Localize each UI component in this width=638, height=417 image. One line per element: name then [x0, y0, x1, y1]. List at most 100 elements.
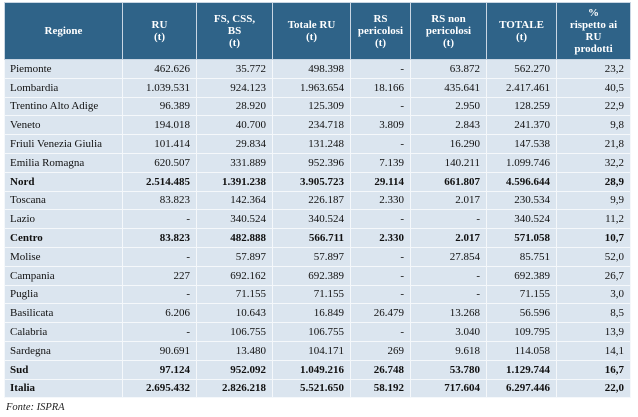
value-cell: 57.897 — [272, 246, 351, 267]
value-cell: 5.521.650 — [272, 378, 351, 399]
value-cell: - — [350, 59, 411, 79]
region-cell: Centro — [4, 228, 123, 248]
column-header: % rispetto ai RU prodotti — [556, 2, 631, 60]
table-row: Calabria -106.755 106.755-3.040 109.795 13,9 — [4, 322, 631, 342]
value-cell: 692.162 — [196, 265, 273, 286]
value-cell: 26.479 — [350, 303, 411, 324]
column-header: Regione — [4, 2, 123, 60]
value-cell: 7.139 — [350, 152, 411, 173]
value-cell: 10,7 — [556, 228, 631, 248]
header-line: (t) — [306, 31, 317, 43]
value-cell: 2.950 — [410, 96, 487, 117]
value-cell: - — [350, 322, 411, 342]
value-cell: 128.259 — [486, 96, 557, 117]
value-cell: 692.389 — [486, 265, 557, 286]
table-row: Lazio -340.524 340.524- -340.524 11,2 — [4, 209, 631, 230]
value-cell: - — [122, 209, 197, 230]
value-cell: 571.058 — [486, 228, 557, 248]
table-row: Sardegna 90.691 13.480 104.171 269 9.618 114.0… — [4, 340, 631, 361]
column-header: Totale RU (t) — [272, 2, 351, 60]
value-cell: 226.187 — [272, 190, 351, 211]
value-cell: 2.843 — [410, 115, 487, 136]
value-cell: 71.155 — [486, 284, 557, 305]
value-cell: 71.155 — [196, 284, 273, 305]
value-cell: 101.414 — [122, 134, 197, 154]
value-cell: 106.755 — [196, 322, 273, 342]
value-cell: - — [410, 284, 487, 305]
region-cell: Sud — [4, 359, 123, 380]
value-cell: 40,5 — [556, 77, 631, 98]
value-cell: 9,8 — [556, 115, 631, 136]
value-cell: - — [122, 284, 197, 305]
value-cell: 717.604 — [410, 378, 487, 399]
region-cell: Friuli Venezia Giulia — [4, 134, 123, 154]
value-cell: 28.920 — [196, 96, 273, 117]
value-cell: 22,9 — [556, 96, 631, 117]
region-cell: Calabria — [4, 322, 123, 342]
value-cell: 21,8 — [556, 134, 631, 154]
total-row: Nord 2.514.485 1.391.238 3.905.723 29.114 661… — [4, 171, 631, 192]
region-cell: Piemonte — [4, 59, 123, 79]
value-cell: 28,9 — [556, 171, 631, 192]
value-cell: 16.849 — [272, 303, 351, 324]
value-cell: 52,0 — [556, 246, 631, 267]
value-cell: 6.297.446 — [486, 378, 557, 399]
value-cell: 340.524 — [272, 209, 351, 230]
value-cell: 29.114 — [350, 171, 411, 192]
value-cell: 3.809 — [350, 115, 411, 136]
region-cell: Molise — [4, 246, 123, 267]
header-line: FS, CSS, — [213, 13, 256, 25]
value-cell: 692.389 — [272, 265, 351, 286]
header-line: (t) — [443, 37, 454, 49]
value-cell: 227 — [122, 265, 197, 286]
source-note: Fonte: ISPRA — [6, 402, 65, 413]
column-header: RS pericolosi (t) — [350, 2, 411, 60]
value-cell: 2.695.432 — [122, 378, 197, 399]
region-cell: Nord — [4, 171, 123, 192]
value-cell: 241.370 — [486, 115, 557, 136]
value-cell: 142.364 — [196, 190, 273, 211]
header-line: rispetto ai — [569, 19, 618, 31]
value-cell: - — [350, 209, 411, 230]
value-cell: - — [410, 209, 487, 230]
value-cell: 83.823 — [122, 190, 197, 211]
region-cell: Lazio — [4, 209, 123, 230]
region-cell: Campania — [4, 265, 123, 286]
value-cell: 230.534 — [486, 190, 557, 211]
value-cell: - — [350, 246, 411, 267]
value-cell: 9,9 — [556, 190, 631, 211]
header-line: RS — [373, 13, 388, 25]
value-cell: 125.309 — [272, 96, 351, 117]
value-cell: 3.040 — [410, 322, 487, 342]
value-cell: 6.206 — [122, 303, 197, 324]
table-row: Emilia Romagna 620.507 331.889 952.396 7.139… — [4, 152, 631, 173]
table-body: Piemonte 462.626 35.772 498.398-63.872 562.2… — [4, 59, 631, 399]
header-line: RU — [151, 19, 168, 31]
value-cell: 2.017 — [410, 190, 487, 211]
value-cell: 11,2 — [556, 209, 631, 230]
value-cell: 140.211 — [410, 152, 487, 173]
region-cell: Trentino Alto Adige — [4, 96, 123, 117]
table-row: Molise -57.897 57.897-27.854 85.751 52,0 — [4, 246, 631, 267]
value-cell: 1.039.531 — [122, 77, 197, 98]
value-cell: 8,5 — [556, 303, 631, 324]
value-cell: - — [350, 284, 411, 305]
value-cell: 58.192 — [350, 378, 411, 399]
value-cell: - — [350, 96, 411, 117]
region-cell: Sardegna — [4, 340, 123, 361]
value-cell: 63.872 — [410, 59, 487, 79]
value-cell: 10.643 — [196, 303, 273, 324]
value-cell: 234.718 — [272, 115, 351, 136]
table-row: Friuli Venezia Giulia 101.414 29.834 131.24… — [4, 134, 631, 154]
value-cell: 1.963.654 — [272, 77, 351, 98]
value-cell: 13.268 — [410, 303, 487, 324]
value-cell: 13.480 — [196, 340, 273, 361]
header-line: TOTALE — [499, 19, 544, 31]
table-row: Lombardia 1.039.531 924.123 1.963.654 18.166… — [4, 77, 631, 98]
value-cell: 85.751 — [486, 246, 557, 267]
value-cell: 924.123 — [196, 77, 273, 98]
value-cell: 269 — [350, 340, 411, 361]
value-cell: 1.391.238 — [196, 171, 273, 192]
value-cell: 498.398 — [272, 59, 351, 79]
value-cell: 35.772 — [196, 59, 273, 79]
